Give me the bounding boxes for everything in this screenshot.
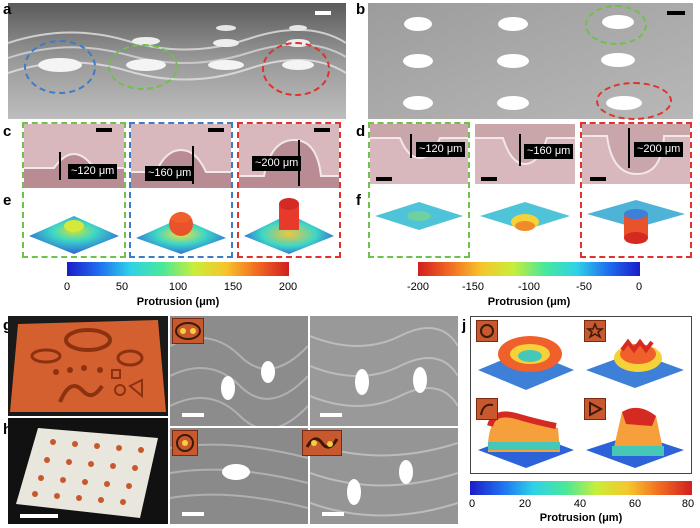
scale-bar-d3 <box>590 177 606 181</box>
colorbar-right-tick-0: -200 <box>406 281 430 293</box>
surface-plot-f3 <box>582 190 690 256</box>
surface-plot-f1 <box>370 190 468 256</box>
panel-label-g: g <box>3 318 12 333</box>
inset-shape-i4 <box>302 430 342 456</box>
colorbar-j-tick-2: 40 <box>573 498 587 510</box>
scale-bar-a <box>315 11 331 15</box>
surface-plot-e2 <box>131 192 231 256</box>
scale-bar-c2 <box>208 128 224 132</box>
annotation-d2: ~160 μm <box>524 144 574 159</box>
colorbar-j-tick-0: 0 <box>468 498 476 510</box>
scale-bar-i3 <box>182 512 204 516</box>
colorbar-right <box>418 262 640 276</box>
annotation-c1: ~120 μm <box>68 164 118 179</box>
highlight-green-b <box>585 5 647 45</box>
colorbar-left-tick-2: 100 <box>168 281 188 293</box>
colorbar-left-label: Protrusion (μm) <box>136 296 220 308</box>
depth-arrow-d1 <box>410 134 412 158</box>
surface-plot-f2 <box>475 190 575 256</box>
panel-d-f-box-green <box>368 122 470 258</box>
colorbar-j-tick-4: 80 <box>681 498 695 510</box>
surface-plot-j1 <box>474 320 578 392</box>
inset-shape-j2 <box>584 320 606 342</box>
panel-c-e-box-blue <box>129 122 233 258</box>
scale-bar-c3 <box>314 128 330 132</box>
highlight-green-a <box>108 44 178 90</box>
scale-bar-i4 <box>322 512 344 516</box>
surface-plot-e3 <box>239 192 339 256</box>
colorbar-left-tick-1: 50 <box>115 281 129 293</box>
panel-label-a: a <box>3 1 12 18</box>
sem-image-i2 <box>310 316 458 426</box>
printed-membrane-image-h <box>8 418 168 524</box>
panel-label-d: d <box>356 123 366 140</box>
sem-image-i4 <box>310 428 458 524</box>
annotation-c3: ~200 μm <box>252 156 302 171</box>
colorbar-right-tick-2: -100 <box>517 281 541 293</box>
panel-d-f-box-red <box>580 122 692 258</box>
height-arrow-c2 <box>192 146 194 184</box>
colorbar-j <box>470 481 692 495</box>
surface-plot-e1 <box>24 192 124 256</box>
scale-bar-c1 <box>96 128 112 132</box>
colorbar-j-label: Protrusion (μm) <box>539 512 623 524</box>
depth-arrow-d3 <box>628 128 630 168</box>
scale-bar-d2 <box>481 177 497 181</box>
depth-arrow-d2 <box>519 134 521 166</box>
colorbar-left-tick-4: 200 <box>278 281 298 293</box>
scale-bar-b <box>667 11 685 15</box>
highlight-red-a <box>262 42 330 96</box>
colorbar-right-tick-1: -150 <box>461 281 485 293</box>
panel-label-h: h <box>3 422 12 437</box>
scale-bar-h <box>20 514 58 518</box>
inset-shape-j3 <box>476 398 498 420</box>
panel-c-e-box-green <box>22 122 126 258</box>
panel-c-e-box-red <box>237 122 341 258</box>
inset-shape-j1 <box>476 320 498 342</box>
panel-label-j: j <box>462 317 467 334</box>
panel-label-e: e <box>3 192 12 209</box>
scale-bar-i1 <box>182 413 204 417</box>
scale-bar-d1 <box>376 177 392 181</box>
highlight-red-b <box>596 82 672 120</box>
colorbar-left-tick-3: 150 <box>223 281 243 293</box>
printed-surface-image-g <box>8 316 168 416</box>
colorbar-right-label: Protrusion (μm) <box>487 296 571 308</box>
colorbar-right-tick-3: -50 <box>576 281 592 293</box>
colorbar-j-tick-1: 20 <box>518 498 532 510</box>
height-arrow-c3 <box>298 140 300 186</box>
panel-label-f: f <box>356 192 361 209</box>
colorbar-left-tick-0: 0 <box>63 281 71 293</box>
height-arrow-c1 <box>59 152 61 180</box>
colorbar-j-tick-3: 60 <box>628 498 642 510</box>
annotation-d1: ~120 μm <box>416 142 466 157</box>
colorbar-right-tick-4: 0 <box>635 281 643 293</box>
inset-shape-i1 <box>172 318 204 344</box>
colorbar-left <box>67 262 289 276</box>
highlight-blue-a <box>24 40 96 94</box>
annotation-d3: ~200 μm <box>634 142 684 157</box>
panel-label-c: c <box>3 123 12 140</box>
inset-shape-i3 <box>172 430 198 456</box>
annotation-c2: ~160 μm <box>145 166 195 181</box>
scale-bar-i2 <box>320 413 342 417</box>
inset-shape-j4 <box>584 398 606 420</box>
panel-label-b: b <box>356 1 366 18</box>
